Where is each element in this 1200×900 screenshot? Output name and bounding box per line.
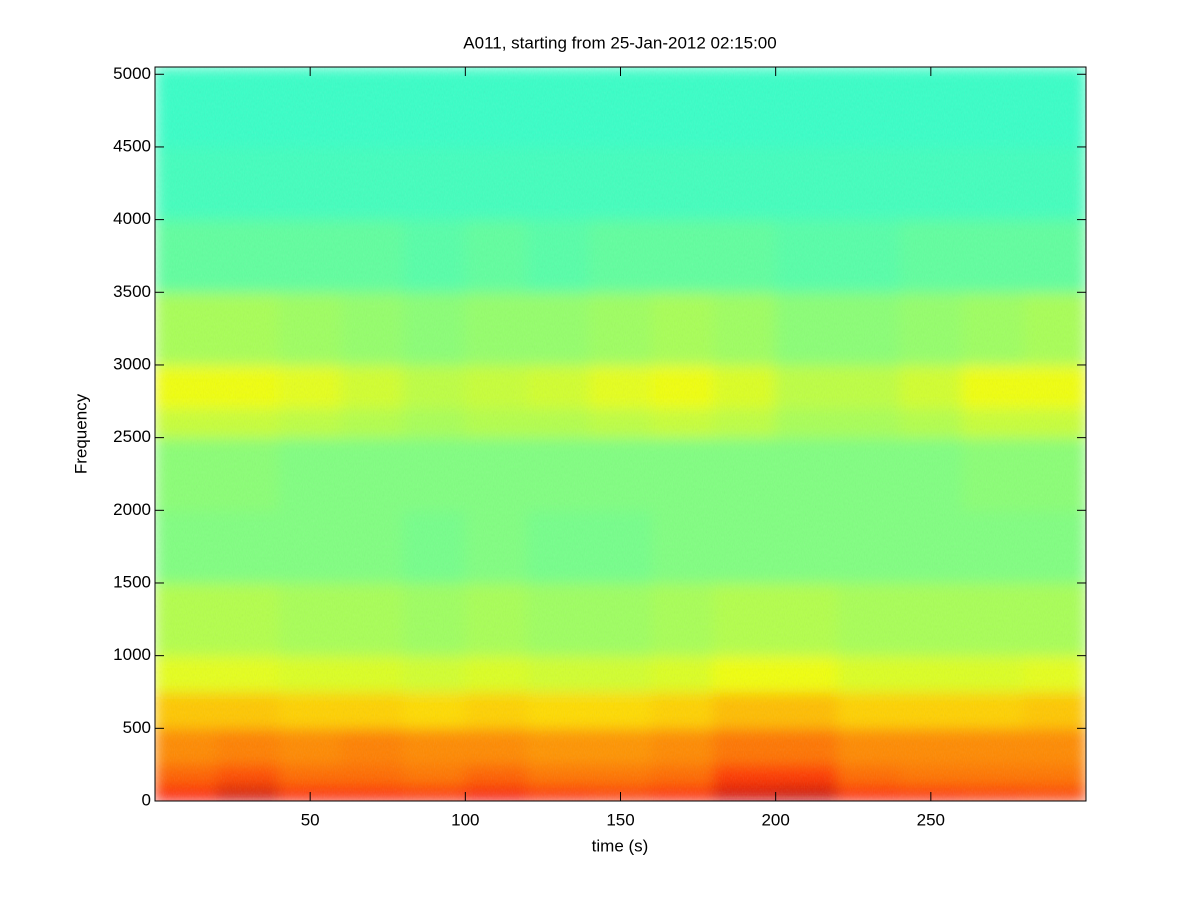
y-tick-label: 2000 <box>113 500 151 519</box>
y-tick-label: 4500 <box>113 136 151 155</box>
y-tick-label: 500 <box>123 718 151 737</box>
y-tick-label: 0 <box>142 790 151 809</box>
noise-texture <box>155 67 1086 801</box>
y-tick-label: 1000 <box>113 645 151 664</box>
x-tick-label: 150 <box>606 810 634 829</box>
y-tick-label: 3500 <box>113 282 151 301</box>
spectrogram <box>155 67 1086 801</box>
x-tick-label: 200 <box>761 810 789 829</box>
y-tick-label: 1500 <box>113 572 151 591</box>
x-axis-label: time (s) <box>592 836 649 855</box>
axes: 50 100 150 200 25005001000150020002500300035… <box>113 64 1086 829</box>
y-tick-label: 4000 <box>113 209 151 228</box>
y-tick-label: 5000 <box>113 64 151 83</box>
chart-title: A011, starting from 25-Jan-2012 02:15:00 <box>463 33 776 52</box>
x-tick-label: 50 <box>301 810 320 829</box>
x-tick-label: 100 <box>451 810 479 829</box>
y-axis-label: Frequency <box>71 393 90 474</box>
y-tick-label: 2500 <box>113 427 151 446</box>
x-tick-label: 250 <box>917 810 945 829</box>
y-tick-label: 3000 <box>113 354 151 373</box>
